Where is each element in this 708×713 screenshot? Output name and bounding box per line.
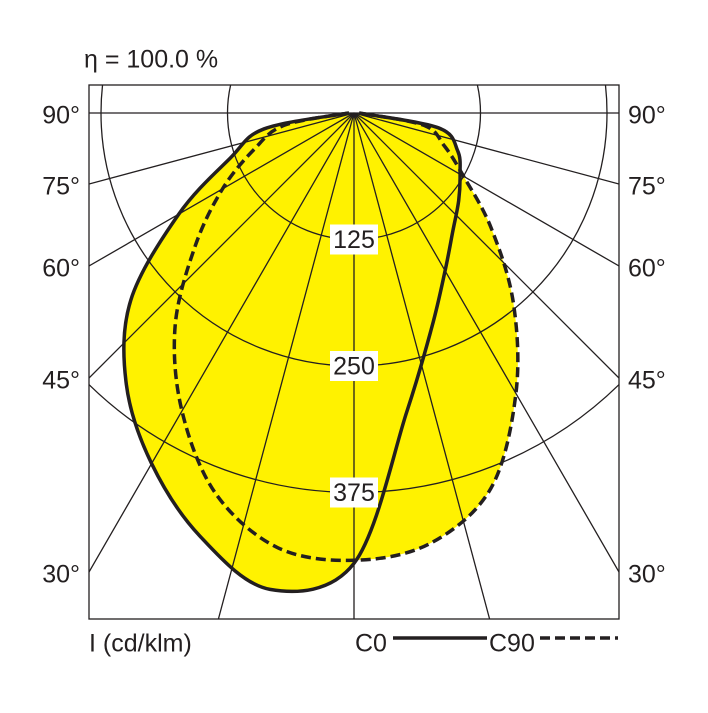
spoke <box>353 112 619 267</box>
angle-label: 75° <box>628 173 666 201</box>
spoke <box>353 112 619 379</box>
angle-label: 60° <box>42 255 80 283</box>
area-fill <box>174 113 518 561</box>
series-line <box>172 111 520 563</box>
spoke <box>89 112 355 185</box>
angle-label: 30° <box>42 561 80 589</box>
angle-label: 30° <box>628 561 666 589</box>
ring-label: 375 <box>333 479 375 507</box>
legend-label: C90 <box>489 630 535 658</box>
spoke <box>217 112 355 619</box>
angle-label: 45° <box>42 367 80 395</box>
spoke <box>89 112 355 573</box>
ring-label: 250 <box>333 353 375 381</box>
series-line <box>122 111 462 594</box>
spoke <box>353 112 619 185</box>
ring-label-bg <box>330 477 378 508</box>
angle-label: 90° <box>42 102 80 130</box>
angle-label: 75° <box>42 173 80 201</box>
ring-label: 125 <box>333 226 375 254</box>
ring-label-bg <box>330 351 378 381</box>
legend-label: C0 <box>355 630 387 658</box>
angle-label: 45° <box>628 367 666 395</box>
spoke <box>353 112 619 573</box>
frame <box>88 84 620 620</box>
angle-label: 90° <box>628 102 666 130</box>
angle-label: 60° <box>628 255 666 283</box>
spoke <box>89 112 355 379</box>
axis-label: I (cd/klm) <box>89 630 192 658</box>
ring-label-bg <box>330 224 378 255</box>
chart-title: η = 100.0 % <box>84 46 218 74</box>
